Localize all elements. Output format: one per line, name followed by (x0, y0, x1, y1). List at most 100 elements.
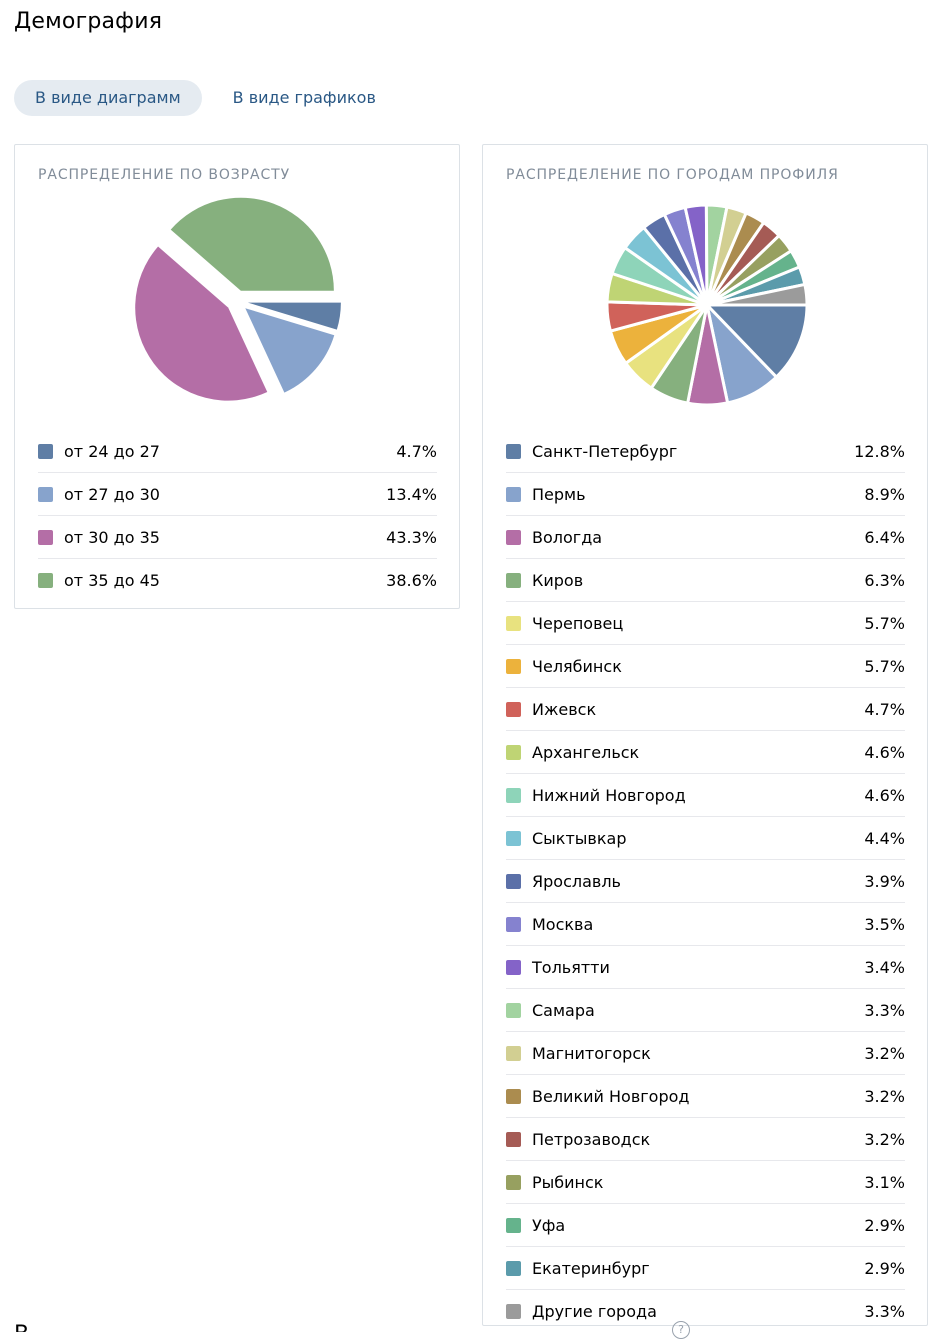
legend-value: 12.8% (854, 441, 905, 461)
legend-label: Челябинск (532, 656, 622, 676)
pie-slice-city-0[interactable] (705, 303, 809, 379)
legend-row[interactable]: от 27 до 30 13.4% (38, 472, 437, 515)
legend-label: Киров (532, 570, 584, 590)
legend-row[interactable]: Нижний Новгород 4.6% (506, 773, 905, 816)
legend-swatch (506, 1303, 521, 1319)
pie-slice-age-2[interactable] (135, 246, 268, 401)
legend-row[interactable]: Архангельск 4.6% (506, 730, 905, 773)
legend-label: Другие города (532, 1301, 657, 1321)
pie-slice-city-20[interactable] (705, 282, 809, 307)
legend-row[interactable]: Ярославль 3.9% (506, 859, 905, 902)
legend-label: Сыктывкар (532, 828, 627, 848)
legend-swatch (506, 1217, 521, 1233)
legend-row[interactable]: от 24 до 27 4.7% (38, 430, 437, 472)
age-legend: от 24 до 27 4.7% от 27 до 30 13.4% от 30 до … (38, 430, 437, 601)
tab-charts[interactable]: В виде диаграмм (14, 80, 202, 116)
legend-value: 5.7% (864, 656, 905, 676)
legend-swatch (506, 572, 521, 588)
legend-value: 3.5% (864, 914, 905, 934)
legend-swatch (506, 744, 521, 760)
legend-row[interactable]: Рыбинск 3.1% (506, 1160, 905, 1203)
age-pie-chart (135, 197, 341, 401)
legend-value: 3.1% (864, 1172, 905, 1192)
legend-label: Санкт-Петербург (532, 441, 678, 461)
city-legend: Санкт-Петербург 12.8% Пермь 8.9% Вологда 6.4%… (506, 430, 905, 1332)
legend-swatch (38, 572, 53, 588)
legend-value: 38.6% (386, 570, 437, 590)
legend-swatch (506, 787, 521, 803)
legend-row[interactable]: Киров 6.3% (506, 558, 905, 601)
legend-label: Екатеринбург (532, 1258, 650, 1278)
city-chart-title: РАСПРЕДЕЛЕНИЕ ПО ГОРОДАМ ПРОФИЛЯ (506, 167, 839, 183)
legend-swatch (506, 1045, 521, 1061)
legend-swatch (506, 529, 521, 545)
legend-row[interactable]: от 30 до 35 43.3% (38, 515, 437, 558)
legend-row[interactable]: Череповец 5.7% (506, 601, 905, 644)
legend-value: 5.7% (864, 613, 905, 633)
legend-swatch (506, 486, 521, 502)
next-section-title-edge: В (14, 1322, 29, 1332)
legend-row[interactable]: Петрозаводск 3.2% (506, 1117, 905, 1160)
legend-row[interactable]: Вологда 6.4% (506, 515, 905, 558)
legend-swatch (506, 916, 521, 932)
legend-value: 3.2% (864, 1043, 905, 1063)
legend-row[interactable]: Екатеринбург 2.9% (506, 1246, 905, 1289)
legend-label: Ижевск (532, 699, 597, 719)
legend-label: Пермь (532, 484, 586, 504)
legend-row[interactable]: Челябинск 5.7% (506, 644, 905, 687)
view-tabs: В виде диаграмм В виде графиков (14, 80, 407, 116)
legend-value: 4.6% (864, 785, 905, 805)
legend-swatch (506, 873, 521, 889)
legend-row[interactable]: Другие города 3.3% (506, 1289, 905, 1332)
tab-graphs[interactable]: В виде графиков (232, 88, 376, 107)
legend-row[interactable]: Самара 3.3% (506, 988, 905, 1031)
legend-swatch (506, 1174, 521, 1190)
legend-value: 6.4% (864, 527, 905, 547)
legend-value: 13.4% (386, 484, 437, 504)
legend-row[interactable]: Санкт-Петербург 12.8% (506, 430, 905, 472)
legend-swatch (506, 1088, 521, 1104)
legend-swatch (506, 830, 521, 846)
legend-row[interactable]: Ижевск 4.7% (506, 687, 905, 730)
legend-value: 4.6% (864, 742, 905, 762)
city-pie-chart (605, 203, 809, 407)
legend-swatch (506, 658, 521, 674)
legend-row[interactable]: Пермь 8.9% (506, 472, 905, 515)
legend-value: 3.2% (864, 1086, 905, 1106)
legend-value: 6.3% (864, 570, 905, 590)
age-chart-title: РАСПРЕДЕЛЕНИЕ ПО ВОЗРАСТУ (38, 167, 291, 183)
pie-slice-age-1[interactable] (245, 308, 335, 393)
legend-label: Москва (532, 914, 594, 934)
legend-label: Великий Новгород (532, 1086, 690, 1106)
page-title: Демография (14, 9, 163, 34)
legend-swatch (506, 615, 521, 631)
legend-label: от 30 до 35 (64, 527, 160, 547)
city-distribution-card: РАСПРЕДЕЛЕНИЕ ПО ГОРОДАМ ПРОФИЛЯ Санкт-П… (482, 144, 928, 1326)
pie-slice-age-3[interactable] (170, 197, 334, 291)
legend-value: 4.7% (396, 441, 437, 461)
legend-value: 4.4% (864, 828, 905, 848)
legend-value: 2.9% (864, 1215, 905, 1235)
help-icon[interactable]: ? (672, 1321, 690, 1339)
legend-row[interactable]: Сыктывкар 4.4% (506, 816, 905, 859)
legend-value: 4.7% (864, 699, 905, 719)
legend-label: Петрозаводск (532, 1129, 651, 1149)
legend-value: 3.9% (864, 871, 905, 891)
age-distribution-card: РАСПРЕДЕЛЕНИЕ ПО ВОЗРАСТУ от 24 до 27 4.7… (14, 144, 460, 609)
legend-label: от 27 до 30 (64, 484, 160, 504)
legend-value: 3.2% (864, 1129, 905, 1149)
legend-label: от 35 до 45 (64, 570, 160, 590)
legend-row[interactable]: Москва 3.5% (506, 902, 905, 945)
legend-value: 8.9% (864, 484, 905, 504)
pie-slice-age-0[interactable] (247, 302, 341, 330)
legend-label: Уфа (532, 1215, 566, 1235)
legend-label: Тольятти (532, 957, 610, 977)
legend-row[interactable]: Тольятти 3.4% (506, 945, 905, 988)
legend-row[interactable]: Уфа 2.9% (506, 1203, 905, 1246)
legend-row[interactable]: от 35 до 45 38.6% (38, 558, 437, 601)
legend-row[interactable]: Великий Новгород 3.2% (506, 1074, 905, 1117)
legend-swatch (506, 443, 521, 459)
legend-swatch (506, 1260, 521, 1276)
legend-row[interactable]: Магнитогорск 3.2% (506, 1031, 905, 1074)
legend-label: Ярославль (532, 871, 621, 891)
